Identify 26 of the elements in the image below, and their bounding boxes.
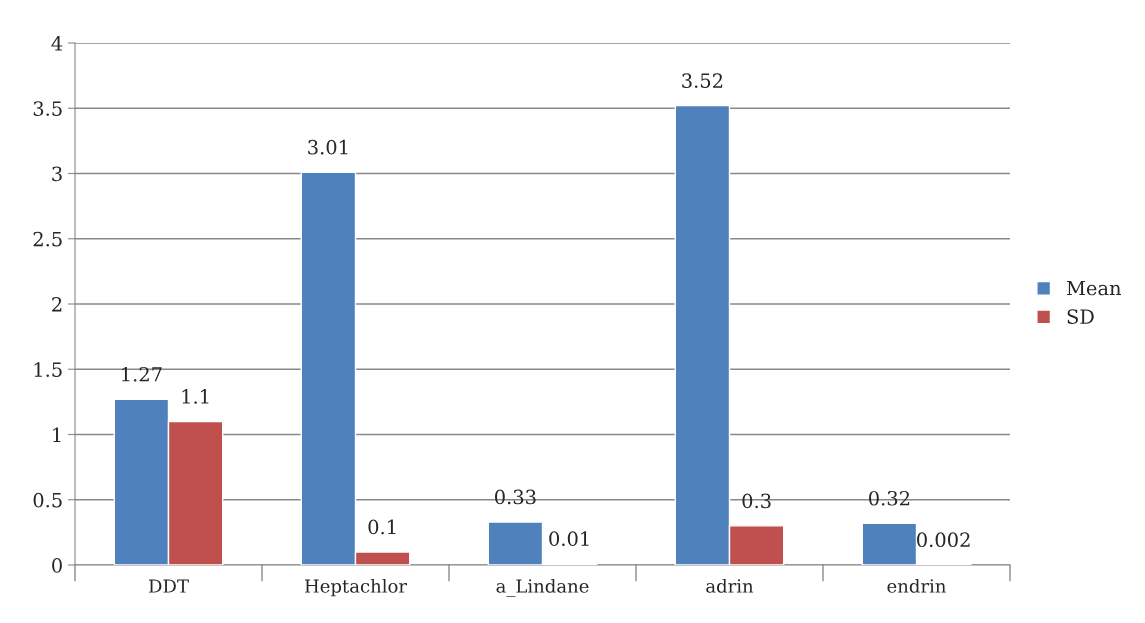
- data-label: 0.1: [368, 519, 396, 535]
- x-tick-label: adrin: [706, 578, 754, 593]
- y-tick-label: 1: [53, 427, 61, 442]
- data-label: 0.32: [869, 490, 910, 506]
- data-label: 0.01: [549, 531, 589, 547]
- y-tick-label: 2.5: [33, 231, 62, 247]
- x-tick-label: a_Lindane: [496, 578, 589, 597]
- legend-label: Mean: [1066, 280, 1122, 296]
- x-tick-label: endrin: [887, 578, 946, 593]
- data-label: 1.1: [182, 389, 209, 404]
- data-label: 3.52: [682, 73, 723, 88]
- data-label: 1.27: [122, 366, 162, 382]
- y-tick-label: 0: [52, 557, 62, 573]
- y-tick-label: 4: [51, 35, 63, 51]
- y-tick-label: 3: [52, 166, 62, 182]
- y-tick-label: 0.5: [33, 492, 62, 508]
- x-tick-label: DDT: [149, 579, 189, 593]
- legend-label: SD: [1067, 309, 1094, 324]
- data-label: 0.3: [742, 493, 771, 509]
- data-label: 0.33: [495, 489, 536, 505]
- y-tick-label: 1.5: [34, 362, 62, 377]
- y-tick-label: 3.5: [33, 101, 62, 116]
- y-tick-label: 2: [52, 296, 62, 312]
- x-tick-label: Heptachlor: [304, 578, 408, 597]
- data-label: 0.002: [917, 532, 970, 548]
- data-label: 3.01: [308, 139, 348, 155]
